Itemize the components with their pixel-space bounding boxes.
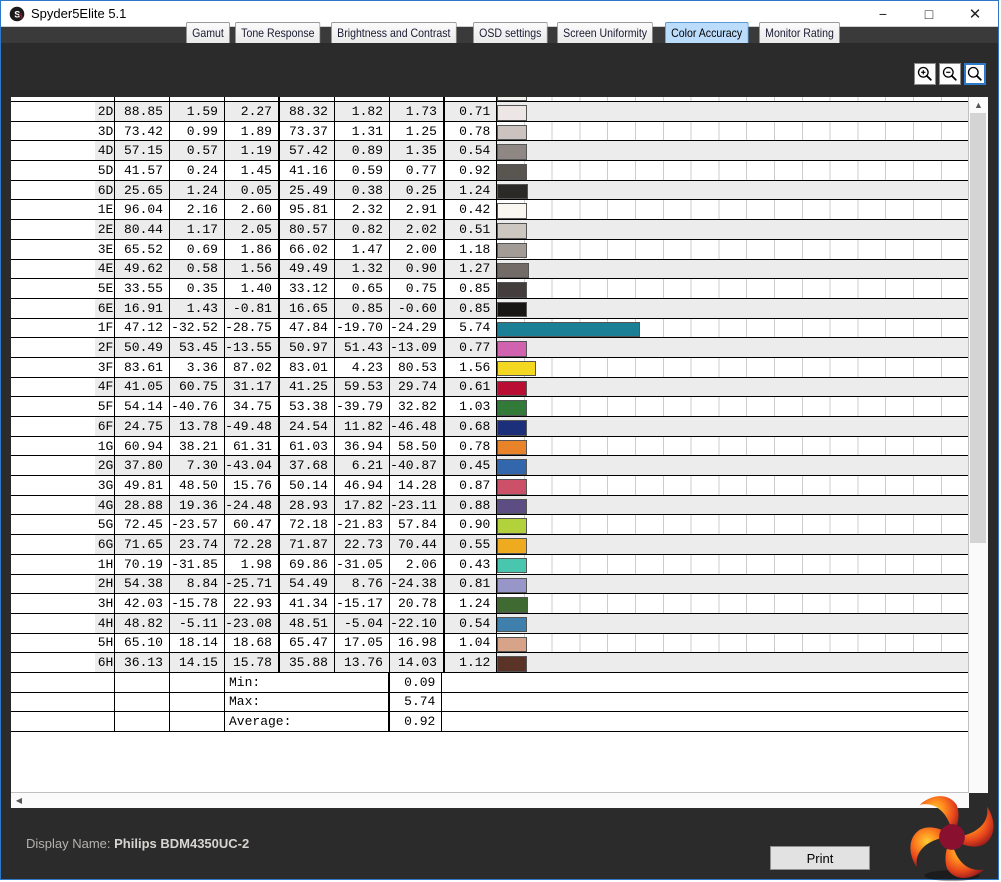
svg-text:5: 5 xyxy=(19,11,23,20)
